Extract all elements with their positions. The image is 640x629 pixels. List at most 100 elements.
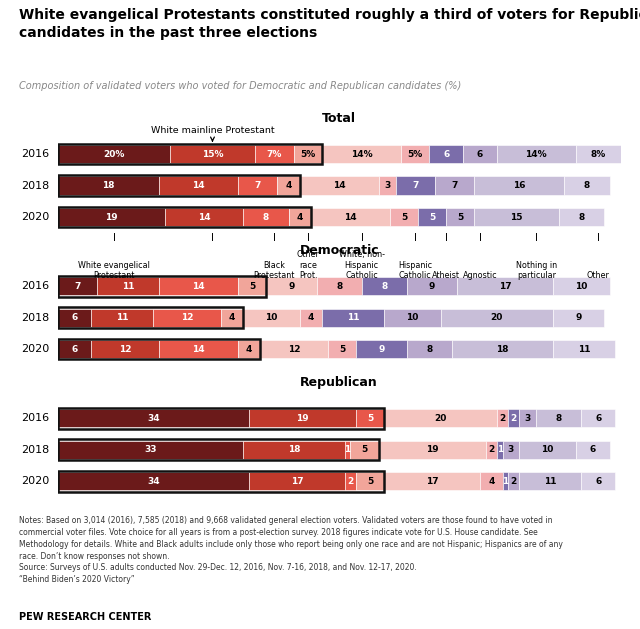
Text: 17: 17 xyxy=(291,477,303,486)
Text: 2: 2 xyxy=(488,445,494,454)
Bar xyxy=(362,277,407,295)
Bar xyxy=(435,176,474,195)
Bar xyxy=(300,176,379,195)
Text: 15: 15 xyxy=(510,213,523,221)
Bar xyxy=(497,440,502,459)
Text: 7: 7 xyxy=(74,282,81,291)
Bar xyxy=(266,277,317,295)
Bar xyxy=(159,176,238,195)
Text: 5: 5 xyxy=(367,477,373,486)
Bar xyxy=(559,208,604,226)
Bar xyxy=(58,408,384,429)
Text: 20: 20 xyxy=(435,414,447,423)
Text: Democratic: Democratic xyxy=(300,244,379,257)
Bar xyxy=(407,340,452,358)
Text: 5: 5 xyxy=(339,345,345,353)
Text: 5: 5 xyxy=(457,213,463,221)
Bar xyxy=(497,409,508,428)
Text: 5: 5 xyxy=(367,414,373,423)
Bar xyxy=(58,276,266,296)
Text: 2018: 2018 xyxy=(21,181,49,191)
Text: 2: 2 xyxy=(499,414,506,423)
Text: 2: 2 xyxy=(511,477,517,486)
Text: White evangelical Protestants constituted roughly a third of voters for Republic: White evangelical Protestants constitute… xyxy=(19,8,640,40)
Text: 1: 1 xyxy=(502,477,508,486)
Text: 11: 11 xyxy=(122,282,134,291)
Text: Composition of validated voters who voted for Democratic and Republican candidat: Composition of validated voters who vote… xyxy=(19,81,461,91)
Bar xyxy=(249,409,356,428)
Text: 12: 12 xyxy=(119,345,131,353)
Bar xyxy=(429,145,463,163)
Bar xyxy=(243,208,289,226)
Bar xyxy=(474,208,559,226)
Bar xyxy=(581,472,615,491)
Bar xyxy=(356,340,407,358)
Text: 20: 20 xyxy=(491,313,503,322)
Bar xyxy=(520,409,536,428)
Text: Atheist: Atheist xyxy=(432,271,460,280)
Text: 12: 12 xyxy=(181,313,193,322)
Bar xyxy=(289,208,311,226)
Text: 18: 18 xyxy=(496,345,509,353)
Bar xyxy=(260,340,328,358)
Bar xyxy=(564,176,609,195)
Text: 5: 5 xyxy=(401,213,407,221)
Bar xyxy=(58,470,384,492)
Text: 5: 5 xyxy=(429,213,435,221)
Text: 7%: 7% xyxy=(267,150,282,159)
Bar xyxy=(58,307,243,328)
Bar xyxy=(508,472,520,491)
Bar xyxy=(502,440,520,459)
Text: 14: 14 xyxy=(333,181,346,190)
Bar xyxy=(508,409,520,428)
Text: Nothing in
particular: Nothing in particular xyxy=(516,260,557,280)
Text: 4: 4 xyxy=(229,313,236,322)
Bar xyxy=(300,308,323,326)
Bar xyxy=(170,145,255,163)
Text: 8: 8 xyxy=(336,282,342,291)
Bar xyxy=(356,472,384,491)
Text: 14: 14 xyxy=(192,345,205,353)
Bar xyxy=(418,208,446,226)
Bar xyxy=(58,440,243,459)
Text: 11: 11 xyxy=(544,477,557,486)
Bar xyxy=(379,440,486,459)
Text: 8: 8 xyxy=(584,181,590,190)
Bar xyxy=(92,308,154,326)
Text: 14%: 14% xyxy=(525,150,547,159)
Text: 10: 10 xyxy=(541,445,554,454)
Bar xyxy=(486,440,497,459)
Text: Total: Total xyxy=(322,112,356,125)
Text: 2016: 2016 xyxy=(21,281,49,291)
Text: 4: 4 xyxy=(488,477,495,486)
Text: 2020: 2020 xyxy=(21,476,49,486)
Bar xyxy=(576,145,621,163)
Text: 2016: 2016 xyxy=(21,149,49,159)
Text: White, non-
Hispanic
Catholic: White, non- Hispanic Catholic xyxy=(339,250,385,280)
Text: 4: 4 xyxy=(246,345,252,353)
Bar xyxy=(58,277,97,295)
Text: 1: 1 xyxy=(497,445,503,454)
Bar xyxy=(328,340,356,358)
Bar xyxy=(294,145,323,163)
Text: 1: 1 xyxy=(344,445,351,454)
Text: 3: 3 xyxy=(525,414,531,423)
Text: 34: 34 xyxy=(147,414,159,423)
Bar xyxy=(345,472,356,491)
Bar xyxy=(58,340,92,358)
Bar xyxy=(159,340,238,358)
Text: 4: 4 xyxy=(285,181,292,190)
Bar xyxy=(58,143,323,164)
Bar xyxy=(277,176,300,195)
Text: 5: 5 xyxy=(249,282,255,291)
Text: 4: 4 xyxy=(296,213,303,221)
Bar xyxy=(97,277,159,295)
Text: 2: 2 xyxy=(348,477,353,486)
Text: 6: 6 xyxy=(595,477,602,486)
Bar xyxy=(58,308,92,326)
Text: 14: 14 xyxy=(198,213,211,221)
Text: 10: 10 xyxy=(266,313,278,322)
Text: 14%: 14% xyxy=(351,150,372,159)
Text: 14: 14 xyxy=(344,213,356,221)
Bar xyxy=(317,277,362,295)
